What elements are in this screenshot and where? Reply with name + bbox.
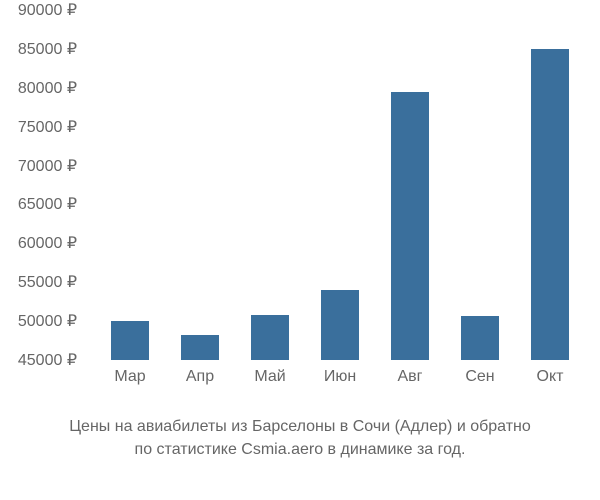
bar	[181, 335, 220, 360]
bar	[111, 321, 150, 360]
x-tick-label: Май	[254, 368, 285, 386]
bar	[321, 290, 360, 360]
y-tick-label: 65000 ₽	[0, 194, 77, 214]
y-tick-label: 50000 ₽	[0, 311, 77, 331]
x-tick-label: Окт	[537, 368, 564, 386]
x-tick-label: Апр	[186, 368, 214, 386]
bar	[391, 92, 430, 360]
x-tick-label: Сен	[465, 368, 494, 386]
y-tick-label: 80000 ₽	[0, 78, 77, 98]
x-tick-label: Мар	[114, 368, 145, 386]
y-tick-label: 75000 ₽	[0, 117, 77, 137]
caption-line-1: Цены на авиабилеты из Барселоны в Сочи (…	[0, 415, 600, 438]
y-tick-label: 45000 ₽	[0, 350, 77, 370]
caption-line-2: по статистике Csmia.aero в динамике за г…	[0, 438, 600, 461]
y-tick-label: 70000 ₽	[0, 156, 77, 176]
y-tick-label: 85000 ₽	[0, 39, 77, 59]
x-tick-label: Авг	[397, 368, 422, 386]
x-tick-label: Июн	[324, 368, 356, 386]
plot-area	[95, 10, 585, 360]
bar	[461, 316, 500, 360]
y-tick-label: 55000 ₽	[0, 272, 77, 292]
x-axis: Мар Апр Май Июн Авг Сен Окт	[95, 368, 585, 393]
y-axis: 45000 ₽50000 ₽55000 ₽60000 ₽65000 ₽70000…	[0, 10, 85, 360]
chart-caption: Цены на авиабилеты из Барселоны в Сочи (…	[0, 415, 600, 461]
y-tick-label: 60000 ₽	[0, 233, 77, 253]
y-tick-label: 90000 ₽	[0, 0, 77, 20]
bar	[251, 315, 290, 360]
bar	[531, 49, 570, 360]
price-chart: 45000 ₽ 50000 ₽ 55000 ₽ 60000 ₽ 65000 ₽ 70000…	[0, 10, 600, 390]
